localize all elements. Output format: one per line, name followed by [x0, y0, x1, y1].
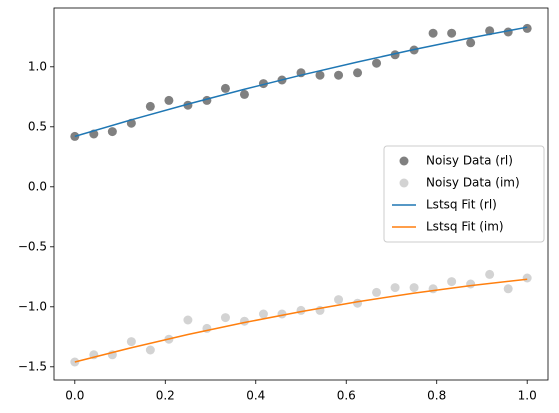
legend-box [383, 145, 545, 243]
legend-label: Noisy Data (im) [426, 176, 520, 190]
data-point [372, 58, 382, 68]
data-point [353, 298, 363, 308]
data-point [390, 283, 400, 293]
data-point [447, 28, 457, 38]
legend-marker [399, 156, 409, 166]
data-point [220, 313, 230, 323]
x-tick-label: 0.2 [156, 389, 175, 403]
data-point [334, 295, 344, 305]
data-point [220, 83, 230, 93]
data-point [164, 95, 174, 105]
y-tick-label: 0.0 [28, 179, 47, 193]
x-tick-label: 0.0 [65, 389, 84, 403]
data-point [334, 70, 344, 80]
data-point [258, 309, 268, 319]
fit-line [74, 278, 528, 363]
plot-frame [53, 7, 549, 381]
data-point [353, 68, 363, 78]
data-point [428, 28, 438, 38]
y-tick-label: −1.5 [18, 359, 47, 373]
y-tick-label: 0.5 [28, 119, 47, 133]
data-point [522, 273, 532, 283]
data-point [409, 283, 419, 293]
data-point [372, 287, 382, 297]
fit-line [74, 26, 528, 138]
legend-label: Lstsq Fit (im) [426, 220, 504, 234]
data-point [466, 38, 476, 48]
data-point [428, 284, 438, 294]
x-tick-label: 0.8 [427, 389, 446, 403]
y-tick-label: −1.0 [18, 299, 47, 313]
data-point [239, 89, 249, 99]
data-point [503, 284, 513, 294]
y-tick-label: 1.0 [28, 59, 47, 73]
data-point [447, 277, 457, 287]
data-point [145, 345, 155, 355]
data-point [485, 26, 495, 36]
x-tick-label: 0.6 [337, 389, 356, 403]
data-point [485, 269, 495, 279]
data-point [145, 101, 155, 111]
legend-marker [399, 178, 409, 188]
data-point [522, 23, 532, 33]
legend-label: Noisy Data (rl) [426, 154, 513, 168]
x-tick-label: 0.4 [246, 389, 265, 403]
legend-label: Lstsq Fit (rl) [426, 198, 497, 212]
data-point [126, 337, 136, 347]
data-point [107, 127, 117, 137]
data-point [183, 315, 193, 325]
data-point [466, 279, 476, 289]
data-point [315, 70, 325, 80]
x-tick-label: 1.0 [518, 389, 537, 403]
y-tick-label: −0.5 [18, 239, 47, 253]
